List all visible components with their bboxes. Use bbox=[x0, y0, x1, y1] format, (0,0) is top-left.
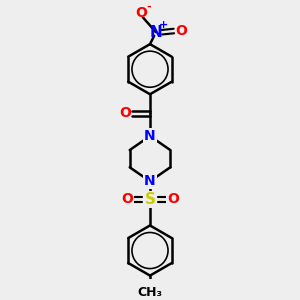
Text: N: N bbox=[144, 129, 156, 143]
Text: N: N bbox=[150, 25, 162, 40]
Text: O: O bbox=[167, 192, 179, 206]
Text: CH₃: CH₃ bbox=[137, 286, 163, 299]
Text: N: N bbox=[144, 174, 156, 188]
Text: O: O bbox=[121, 192, 133, 206]
Text: O: O bbox=[120, 106, 131, 120]
Text: -: - bbox=[146, 2, 151, 12]
Text: O: O bbox=[175, 24, 187, 38]
Text: +: + bbox=[158, 20, 168, 30]
Text: S: S bbox=[145, 192, 155, 207]
Text: O: O bbox=[135, 6, 147, 20]
